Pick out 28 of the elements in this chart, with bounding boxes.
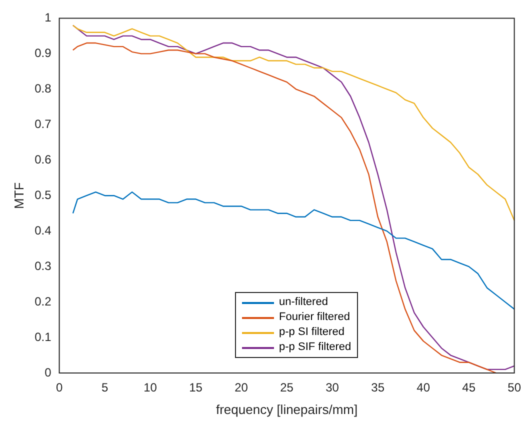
y-tick-label: 0.8 xyxy=(34,81,52,96)
legend-label: un-filtered xyxy=(279,295,328,310)
x-tick-label: 45 xyxy=(462,380,476,395)
x-tick-label: 5 xyxy=(101,380,108,395)
x-tick-label: 25 xyxy=(280,380,294,395)
y-tick-label: 0.1 xyxy=(34,330,52,344)
x-tick-label: 40 xyxy=(416,380,430,395)
x-tick-label: 50 xyxy=(508,380,522,395)
y-tick-label: 0.4 xyxy=(34,223,52,238)
x-tick-label: 30 xyxy=(326,380,340,395)
y-tick-label: 0.7 xyxy=(34,116,52,131)
y-tick-label: 1 xyxy=(44,10,52,25)
y-tick-label: 0 xyxy=(44,365,52,380)
x-axis-title: frequency [linepairs/mm] xyxy=(216,402,358,417)
y-tick-label: 0.6 xyxy=(34,152,52,166)
x-tick-label: 20 xyxy=(234,380,248,395)
x-tick-label: 15 xyxy=(189,380,203,395)
y-tick-label: 0.2 xyxy=(34,294,52,308)
y-axis-title: MTF xyxy=(11,182,26,209)
legend-label: Fourier filtered xyxy=(279,310,350,325)
y-tick-label: 0.5 xyxy=(34,188,52,202)
x-tick-label: 0 xyxy=(56,380,63,395)
legend-label: p-p SI filtered xyxy=(279,325,344,340)
x-tick-label: 35 xyxy=(371,380,385,395)
y-tick-label: 0.3 xyxy=(34,258,52,273)
legend-label: p-p SIF filtered xyxy=(279,340,352,355)
y-tick-label: 0.9 xyxy=(34,46,52,60)
x-tick-label: 10 xyxy=(144,380,158,395)
